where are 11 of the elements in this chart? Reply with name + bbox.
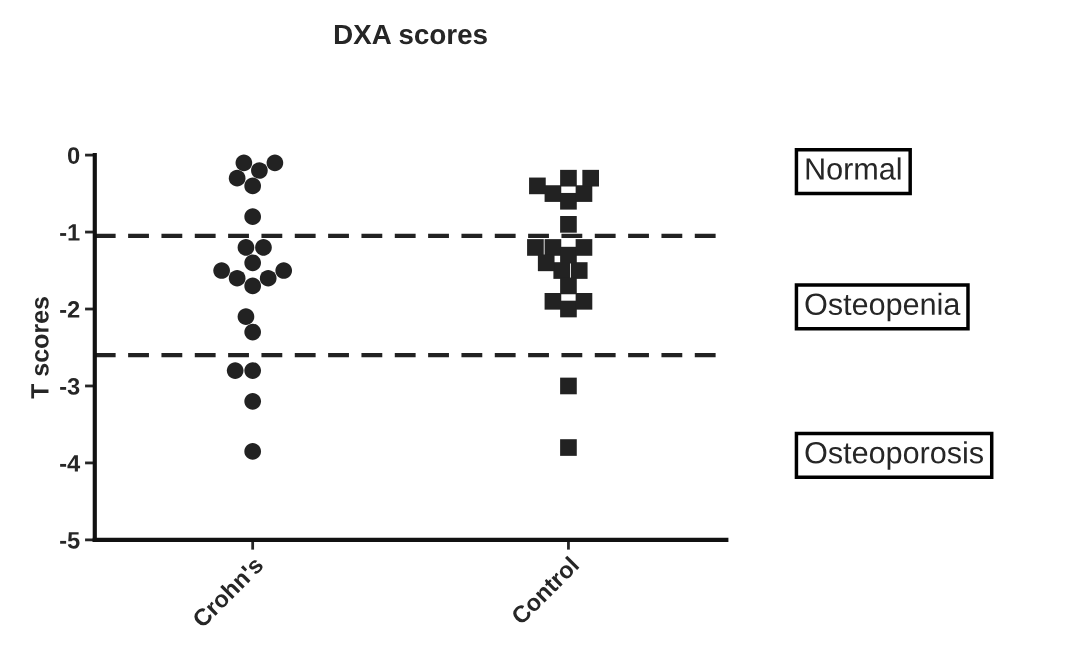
y-tick-label: -3	[60, 378, 80, 395]
text: Osteopenia	[805, 292, 961, 322]
text: Osteoporosis	[805, 441, 983, 470]
y-tick-label: 0	[68, 147, 80, 164]
y-axis-title: T scores	[31, 297, 49, 399]
y-tick-label: -5	[60, 532, 80, 549]
y-tick-label: -4	[60, 455, 81, 472]
y-tick-label: -1	[60, 224, 80, 241]
text: Normal	[806, 157, 901, 180]
y-tick-label: -2	[60, 301, 80, 318]
chart-title: DXA scores	[334, 24, 487, 45]
